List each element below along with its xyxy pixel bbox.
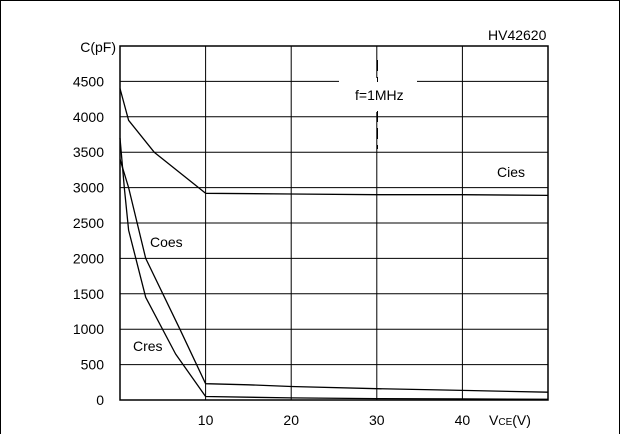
- series-line-coes: [119, 159, 549, 393]
- plot-area: [119, 45, 549, 401]
- y-tick-label: 1500: [73, 286, 104, 302]
- x-axis-label-main: V: [489, 412, 499, 428]
- grid-lines: [120, 46, 548, 400]
- y-tick-label: 0: [96, 392, 104, 408]
- x-tick-labels: 10 20 30 40: [198, 412, 471, 428]
- series-line-cies: [119, 88, 549, 197]
- frequency-annotation: f=1MHz: [355, 87, 404, 103]
- x-tick-label: 20: [283, 412, 299, 428]
- y-tick-label: 500: [81, 357, 105, 373]
- series-label-cres: Cres: [133, 338, 163, 354]
- x-tick-label: 40: [455, 412, 471, 428]
- y-tick-label: 2000: [73, 250, 104, 266]
- x-axis-label-unit: (V): [512, 412, 531, 428]
- chart-code: HV42620: [488, 27, 547, 43]
- series-line-cres: [119, 137, 549, 400]
- series-label-cies: Cies: [497, 164, 525, 180]
- y-tick-label: 4500: [73, 73, 104, 89]
- x-axis-label: VCE(V): [489, 412, 531, 428]
- y-tick-label: 1000: [73, 321, 104, 337]
- y-tick-label: 4000: [73, 109, 104, 125]
- series-label-coes: Coes: [150, 234, 183, 250]
- y-tick-label: 2500: [73, 215, 104, 231]
- x-tick-label: 10: [198, 412, 214, 428]
- y-tick-label: 3500: [73, 144, 104, 160]
- annotation-label-background: [352, 82, 414, 106]
- y-axis-label: C(pF): [80, 39, 116, 55]
- y-tick-labels: 0 500 1000 1500 2000 2500 3000 3500 4000 4500: [73, 73, 104, 408]
- x-tick-label: 30: [369, 412, 385, 428]
- x-axis-label-subscript: CE: [498, 417, 512, 428]
- series-group: [119, 88, 549, 400]
- y-tick-label: 3000: [73, 180, 104, 196]
